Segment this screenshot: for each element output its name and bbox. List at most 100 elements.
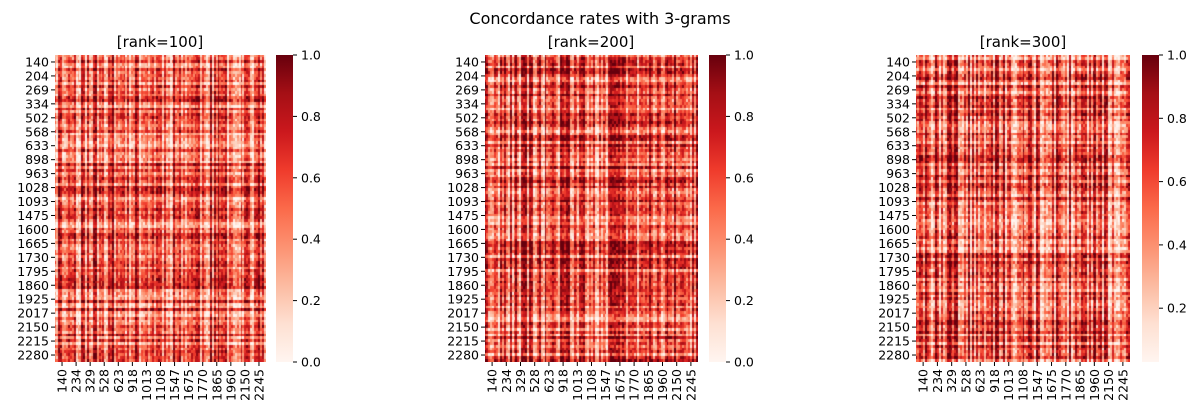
y-tick-label: 204 [455, 68, 479, 83]
y-tick-label: 568 [886, 124, 910, 139]
x-tick-label: 140 [55, 369, 70, 393]
y-tick-label: 898 [455, 152, 479, 167]
y-tick-label: 140 [455, 54, 479, 69]
y-tick-label: 1795 [17, 264, 49, 279]
figure-title: Concordance rates with 3-grams [469, 9, 730, 28]
x-tick-label: 1865 [641, 369, 656, 401]
colorbar-tick-label: 0.8 [734, 109, 754, 124]
colorbar-tick-label: 0.6 [1167, 174, 1187, 189]
y-tick-label: 633 [25, 138, 49, 153]
y-tick-label: 502 [455, 110, 479, 125]
colorbar-tick-label: 0.0 [734, 355, 754, 370]
x-tick-label: 623 [973, 369, 988, 393]
x-tick-label: 528 [958, 369, 973, 393]
y-tick-label: 269 [455, 82, 479, 97]
y-tick-label: 2017 [17, 306, 49, 321]
y-tick-label: 1093 [878, 194, 910, 209]
y-tick-label: 1665 [447, 236, 479, 251]
y-tick-label: 1795 [878, 264, 910, 279]
y-tick-label: 568 [25, 124, 49, 139]
y-tick-label: 633 [455, 138, 479, 153]
y-tick-label: 1730 [17, 250, 49, 265]
y-tick-label: 1093 [17, 194, 49, 209]
x-tick-label: 1547 [167, 369, 182, 401]
y-tick-label: 1600 [17, 222, 49, 237]
y-tick-label: 1475 [17, 208, 49, 223]
x-tick-label: 918 [125, 369, 140, 393]
x-tick-label: 1108 [1016, 369, 1031, 401]
colorbar-tick-label: 0.0 [301, 355, 321, 370]
x-tick-label: 1960 [655, 369, 670, 401]
x-tick-label: 2150 [1101, 369, 1116, 401]
y-tick-label: 1925 [17, 292, 49, 307]
colorbar-tick-label: 0.6 [301, 170, 321, 185]
y-tick-label: 2150 [17, 320, 49, 335]
colorbar-tick-label: 0.4 [1167, 237, 1187, 252]
x-tick-label: 234 [499, 369, 514, 393]
heatmap-panel-2: [rank=200]140204269334502568633898963102… [447, 33, 754, 401]
x-tick-label: 1865 [1073, 369, 1088, 401]
x-tick-label: 1770 [627, 369, 642, 401]
y-tick-label: 2215 [17, 334, 49, 349]
x-tick-label: 234 [69, 369, 84, 393]
x-tick-label: 1770 [1058, 369, 1073, 401]
x-tick-label: 234 [930, 369, 945, 393]
x-tick-label: 329 [513, 369, 528, 393]
heatmap-cells [916, 55, 1130, 362]
x-tick-label: 1675 [1044, 369, 1059, 401]
y-tick-label: 1665 [878, 236, 910, 251]
x-tick-label: 623 [111, 369, 126, 393]
colorbar-tick-label: 0.4 [301, 232, 321, 247]
y-tick-label: 1600 [447, 222, 479, 237]
x-tick-label: 1108 [153, 369, 168, 401]
x-tick-label: 329 [83, 369, 98, 393]
x-tick-label: 1547 [598, 369, 613, 401]
x-tick-label: 1013 [570, 369, 585, 401]
y-tick-label: 1730 [447, 250, 479, 265]
colorbar-gradient [276, 55, 293, 362]
x-tick-label: 2245 [1115, 369, 1130, 401]
y-tick-label: 334 [25, 96, 49, 111]
y-tick-label: 1028 [878, 180, 910, 195]
colorbar-tick-label: 1.0 [734, 48, 754, 63]
colorbar-tick-label: 0.6 [734, 170, 754, 185]
y-tick-label: 963 [886, 166, 910, 181]
x-tick-label: 1675 [181, 369, 196, 401]
y-tick-label: 898 [886, 152, 910, 167]
y-tick-label: 568 [455, 124, 479, 139]
x-tick-label: 1547 [1030, 369, 1045, 401]
x-tick-label: 2245 [251, 369, 266, 401]
y-tick-label: 1730 [878, 250, 910, 265]
panel-title: [rank=300] [980, 33, 1066, 51]
y-tick-label: 140 [886, 54, 910, 69]
x-tick-label: 1108 [584, 369, 599, 401]
x-tick-label: 918 [556, 369, 571, 393]
y-tick-label: 1860 [447, 278, 479, 293]
y-tick-label: 2017 [878, 306, 910, 321]
x-tick-label: 329 [944, 369, 959, 393]
y-tick-label: 140 [25, 54, 49, 69]
panel-title: [rank=100] [117, 33, 203, 51]
x-tick-label: 140 [916, 369, 931, 393]
y-tick-label: 963 [455, 166, 479, 181]
y-tick-label: 1665 [17, 236, 49, 251]
colorbar: 0.0 0.2 0.4 0.6 0.8 1.0 [709, 48, 754, 370]
colorbar-gradient [1142, 55, 1159, 362]
y-tick-label: 2215 [447, 334, 479, 349]
y-tick-label: 1795 [447, 264, 479, 279]
y-tick-label: 1925 [878, 292, 910, 307]
y-tick-label: 269 [25, 82, 49, 97]
colorbar-tick-label: 0.2 [734, 293, 754, 308]
y-tick-label: 1475 [878, 208, 910, 223]
y-tick-label: 1600 [878, 222, 910, 237]
y-tick-label: 2280 [447, 348, 479, 363]
colorbar-tick-label: 0.2 [1167, 301, 1187, 316]
x-tick-label: 1675 [612, 369, 627, 401]
x-tick-label: 2150 [669, 369, 684, 401]
colorbar-tick-label: 0.2 [301, 293, 321, 308]
x-tick-label: 2150 [237, 369, 252, 401]
y-tick-label: 334 [886, 96, 910, 111]
y-tick-label: 204 [25, 68, 49, 83]
x-tick-label: 1013 [1001, 369, 1016, 401]
y-tick-label: 898 [25, 152, 49, 167]
